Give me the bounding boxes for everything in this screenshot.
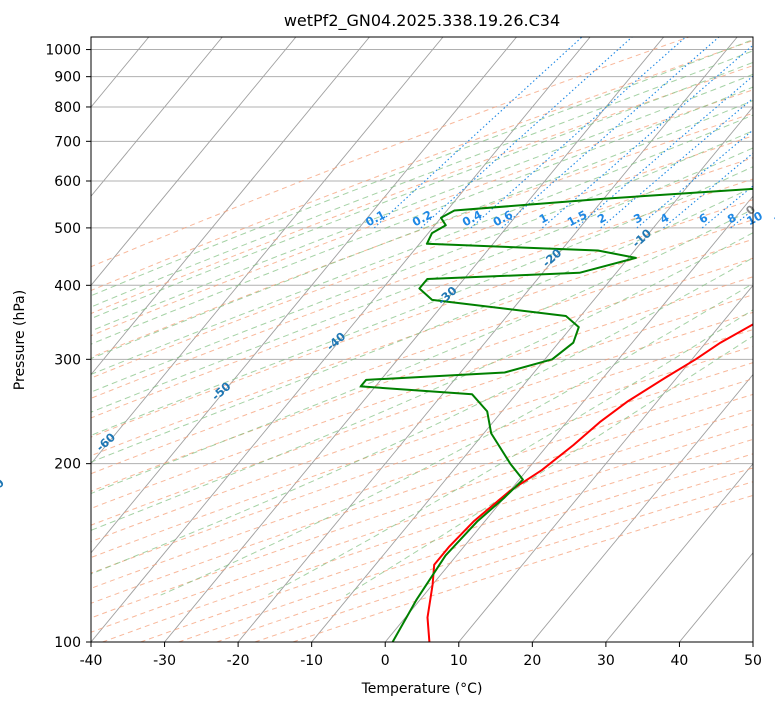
x-tick-label: 50	[744, 653, 762, 669]
moist-adiabat	[91, 50, 753, 308]
moist-adiabat	[91, 208, 753, 495]
moist-adiabat	[91, 86, 753, 345]
dry-adiabat	[91, 178, 753, 419]
axis-ticks: -40 -30 -20 -10 0 10 20 30 40 50 100 200 300 400 500 60…	[45, 43, 762, 669]
x-axis-label: Temperature (°C)	[361, 681, 483, 697]
dry-adiabat	[216, 467, 753, 642]
dewpoint-profile	[359, 187, 753, 642]
moist-adiabat	[91, 166, 753, 436]
isotherm-line	[91, 37, 591, 642]
dry-adiabat	[91, 311, 753, 543]
mixing-ratio-line	[501, 37, 720, 229]
dry-adiabat	[91, 219, 753, 457]
isotherm-line	[531, 373, 753, 642]
y-tick-label: 400	[54, 278, 81, 294]
moist-adiabat	[91, 61, 753, 320]
mixing-ratio-line	[420, 37, 633, 229]
moist-adiabat	[91, 73, 753, 332]
x-tick-label: -30	[153, 653, 176, 669]
moist-adiabat	[160, 282, 753, 596]
plot-area	[91, 37, 753, 642]
x-tick-label: 20	[523, 653, 541, 669]
dry-adiabat	[91, 112, 753, 358]
y-tick-label: 300	[54, 352, 81, 368]
dry-adiabat	[292, 494, 753, 642]
mixing-ratio-label: 10	[744, 208, 765, 228]
y-tick-label: 100	[54, 635, 81, 651]
dry-adiabat	[91, 89, 753, 337]
x-tick-label: 0	[381, 653, 390, 669]
isotherm-line	[458, 284, 753, 642]
x-tick-label: 10	[450, 653, 468, 669]
isotherm-line	[91, 37, 297, 287]
dry-adiabat	[91, 276, 753, 509]
x-tick-label: -10	[300, 653, 323, 669]
dry-adiabat	[91, 409, 753, 633]
x-tick-label: 30	[597, 653, 615, 669]
mixing-ratio-line	[541, 44, 753, 229]
moist-adiabat	[91, 186, 753, 463]
moist-adiabat	[266, 309, 753, 596]
y-tick-label: 500	[54, 221, 81, 237]
isotherm-label: -70	[0, 476, 7, 500]
isotherm-line	[91, 37, 370, 376]
isotherm-line	[91, 37, 223, 197]
x-tick-label: 40	[671, 653, 689, 669]
mixing-ratio-line	[575, 75, 753, 229]
chart-title: wetPf2_GN04.2025.338.19.26.C34	[284, 11, 560, 31]
y-tick-label: 700	[54, 134, 81, 150]
dry-adiabat	[91, 378, 753, 604]
isotherm-line	[91, 37, 517, 554]
isotherm-line	[384, 195, 753, 642]
y-tick-label: 1000	[45, 43, 81, 59]
mixing-ratio-line	[373, 37, 583, 229]
y-axis-label: Pressure (hPa)	[12, 290, 28, 390]
y-tick-label: 600	[54, 174, 81, 190]
dry-adiabat	[91, 135, 753, 379]
dry-adiabat	[91, 65, 753, 315]
isotherm-line	[237, 37, 738, 642]
x-tick-label: -40	[80, 653, 103, 669]
temperature-profile	[426, 323, 753, 642]
dry-adiabat	[91, 329, 753, 559]
mixing-ratio-line	[636, 129, 753, 229]
dry-adiabat	[91, 238, 753, 475]
moist-adiabat	[91, 99, 753, 360]
isotherm-line	[605, 462, 753, 642]
dry-adiabat	[91, 345, 753, 574]
y-tick-label: 800	[54, 100, 81, 116]
moist-adiabat	[91, 130, 753, 393]
x-tick-label: -20	[227, 653, 250, 669]
y-tick-label: 900	[54, 70, 81, 86]
plot-frame	[90, 36, 754, 643]
isotherm-line	[91, 37, 444, 465]
isotherm-line	[164, 37, 665, 642]
mixing-ratio-label: 13	[771, 208, 775, 228]
y-tick-label: 200	[54, 457, 81, 473]
